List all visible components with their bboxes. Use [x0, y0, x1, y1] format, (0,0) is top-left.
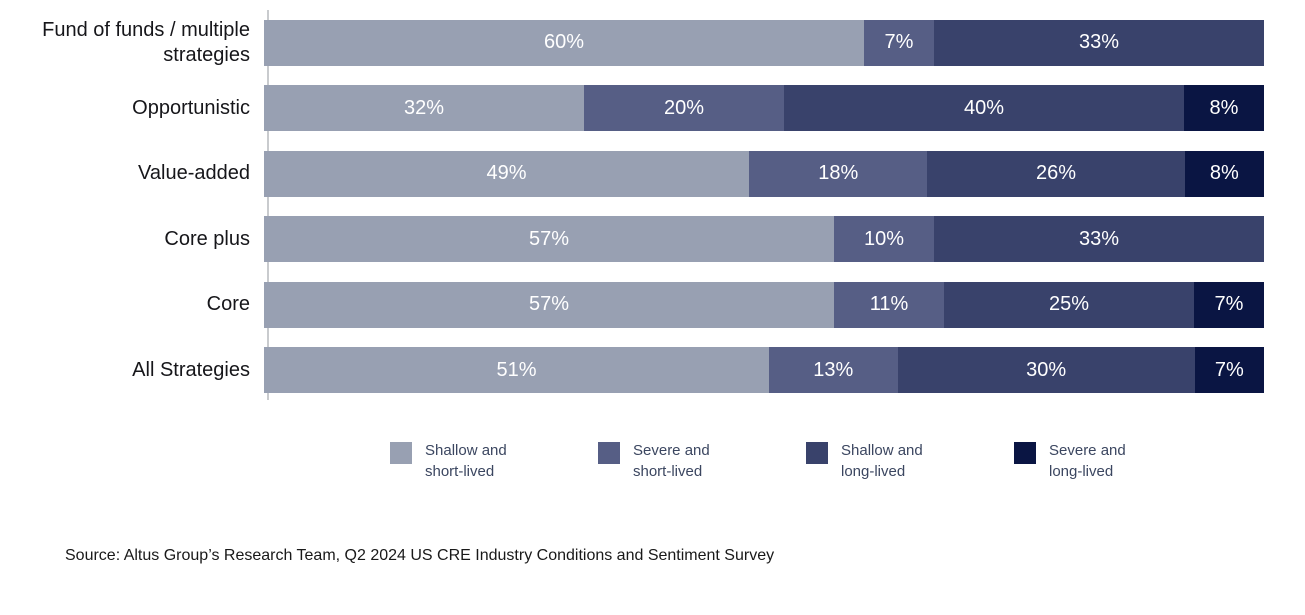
- stacked-bar: 57% 10% 33%: [264, 216, 1264, 263]
- segment-value-label: 7%: [1214, 293, 1244, 316]
- segment-value-label: 11%: [869, 293, 909, 316]
- segment-value-label: 8%: [1209, 96, 1239, 119]
- bar-segment: 7%: [864, 19, 934, 66]
- bar-segment: 13%: [768, 347, 898, 394]
- legend-label: Severe and long-lived: [1049, 442, 1126, 480]
- stacked-bar: 60% 7% 33%: [264, 19, 1264, 66]
- stacked-bar: 57% 11% 25% 7%: [264, 281, 1264, 328]
- bar-segment: 26%: [927, 150, 1185, 197]
- bar-segment: 33%: [934, 216, 1264, 263]
- category-label: Opportunistic: [132, 96, 250, 119]
- bar-rows: Fund of funds / multiple strategies 60% 7%…: [0, 10, 1305, 403]
- segment-value-label: 57%: [528, 293, 570, 316]
- legend-swatch-icon: [806, 442, 828, 464]
- segment-value-label: 18%: [818, 162, 859, 185]
- chart-row: All Strategies 51% 13% 30% 7%: [0, 338, 1305, 404]
- segment-value-label: 33%: [1078, 31, 1120, 54]
- chart-row: Core 57% 11% 25% 7%: [0, 272, 1305, 338]
- category-label: Core: [206, 293, 250, 316]
- bar-segment: 60%: [264, 19, 864, 66]
- legend-label: Shallow and short-lived: [425, 442, 507, 480]
- bar-segment: 7%: [1194, 347, 1264, 394]
- chart-row: Value-added 49% 18% 26% 8%: [0, 141, 1305, 207]
- segment-value-label: 57%: [528, 227, 570, 250]
- bar-segment: 33%: [934, 19, 1264, 66]
- bar-segment: 25%: [944, 281, 1194, 328]
- bar-segment: 51%: [264, 347, 769, 394]
- category-label: All Strategies: [132, 358, 250, 381]
- legend-swatch-icon: [598, 442, 620, 464]
- legend-label: Severe and short-lived: [633, 442, 710, 480]
- y-axis-line: [267, 10, 269, 400]
- category-label: Core plus: [164, 227, 250, 250]
- bar-segment: 30%: [897, 347, 1195, 394]
- stacked-bar: 32% 20% 40% 8%: [264, 85, 1264, 132]
- stacked-bar: 51% 13% 30% 7%: [264, 347, 1264, 394]
- chart-row: Opportunistic 32% 20% 40% 8%: [0, 76, 1305, 142]
- segment-value-label: 13%: [813, 358, 854, 381]
- segment-value-label: 51%: [496, 358, 537, 381]
- legend-item: Severe and long-lived: [1014, 440, 1200, 482]
- category-label: Value-added: [138, 162, 250, 185]
- bar-segment: 57%: [264, 281, 834, 328]
- segment-value-label: 32%: [403, 96, 445, 119]
- stacked-bar: 49% 18% 26% 8%: [264, 150, 1264, 197]
- bar-segment: 57%: [264, 216, 834, 263]
- bar-segment: 32%: [264, 85, 584, 132]
- segment-value-label: 10%: [863, 227, 905, 250]
- category-label: Fund of funds / multiple strategies: [42, 18, 250, 66]
- bar-segment: 7%: [1194, 281, 1264, 328]
- legend-item: Shallow and short-lived: [390, 440, 576, 482]
- bar-segment: 18%: [749, 150, 928, 197]
- legend-item: Shallow and long-lived: [806, 440, 992, 482]
- segment-value-label: 33%: [1078, 227, 1120, 250]
- segment-value-label: 60%: [543, 31, 585, 54]
- segment-value-label: 25%: [1048, 293, 1090, 316]
- bar-segment: 8%: [1184, 150, 1264, 197]
- legend-item: Severe and short-lived: [598, 440, 784, 482]
- segment-value-label: 26%: [1036, 162, 1077, 185]
- legend-swatch-icon: [1014, 442, 1036, 464]
- segment-value-label: 40%: [963, 96, 1005, 119]
- segment-value-label: 8%: [1209, 162, 1239, 185]
- bar-segment: 49%: [264, 150, 750, 197]
- segment-value-label: 49%: [486, 162, 527, 185]
- bar-segment: 10%: [834, 216, 934, 263]
- segment-value-label: 7%: [1214, 358, 1244, 381]
- segment-value-label: 20%: [663, 96, 705, 119]
- bar-segment: 8%: [1184, 85, 1264, 132]
- legend-label: Shallow and long-lived: [841, 442, 923, 480]
- chart-row: Core plus 57% 10% 33%: [0, 207, 1305, 273]
- bar-segment: 40%: [784, 85, 1184, 132]
- segment-value-label: 7%: [884, 31, 914, 54]
- source-note: Source: Altus Group’s Research Team, Q2 …: [65, 547, 775, 564]
- chart-row: Fund of funds / multiple strategies 60% 7%…: [0, 10, 1305, 76]
- segment-value-label: 30%: [1026, 358, 1067, 381]
- bar-segment: 20%: [584, 85, 784, 132]
- legend-swatch-icon: [390, 442, 412, 464]
- bar-segment: 11%: [834, 281, 944, 328]
- legend: Shallow and short-lived Severe and short-li…: [390, 440, 1200, 482]
